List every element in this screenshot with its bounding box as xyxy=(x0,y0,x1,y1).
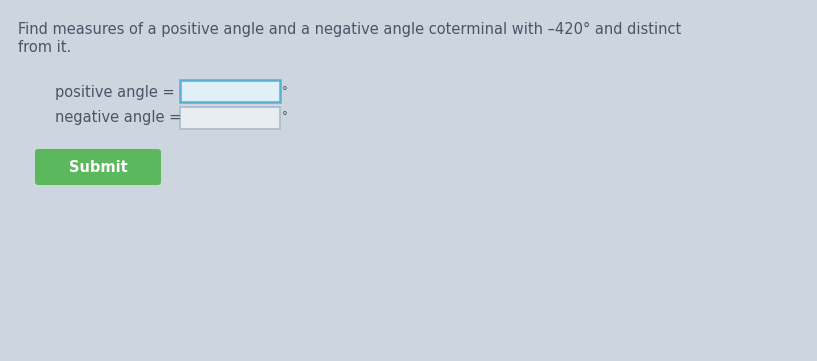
Text: °: ° xyxy=(282,85,288,98)
FancyBboxPatch shape xyxy=(180,107,280,129)
Text: positive angle =: positive angle = xyxy=(55,85,175,100)
FancyBboxPatch shape xyxy=(35,149,161,185)
Text: °: ° xyxy=(282,110,288,123)
Text: Submit: Submit xyxy=(69,160,127,174)
FancyBboxPatch shape xyxy=(180,80,280,102)
Text: Find measures of a positive angle and a negative angle coterminal with –420° and: Find measures of a positive angle and a … xyxy=(18,22,681,37)
Text: from it.: from it. xyxy=(18,40,71,55)
Text: negative angle =: negative angle = xyxy=(55,110,181,125)
